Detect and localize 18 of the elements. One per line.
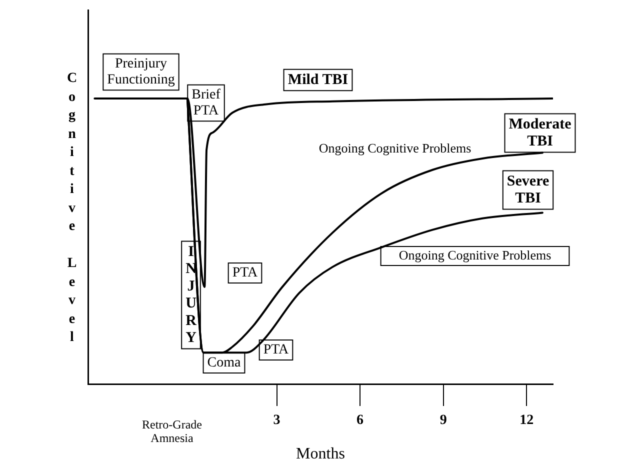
series-label: Mild TBI [288,72,348,88]
x-tick-label: 9 [440,413,447,428]
series-label: Severe TBI [506,173,550,206]
annotation: Ongoing Cognitive Problems [318,140,472,156]
text: Cognitive Level [66,71,78,345]
x-tick-label: 12 [520,413,534,428]
annotation: Ongoing Cognitive Problems [398,247,552,262]
annotation: PTA [232,266,259,281]
annotation: PTA [263,342,290,358]
text: Retro-Grade Amnesia [142,417,202,446]
series-label: Moderate TBI [508,116,572,150]
annotation: INJURY [186,244,197,346]
text: Preinjury Functioning [107,56,175,88]
x-tick-label: 6 [356,413,364,428]
annotation: Brief PTA [192,88,221,119]
annotation: Coma [207,356,242,371]
x-tick-label: 3 [273,413,280,428]
x-axis-title: Months [296,446,345,463]
